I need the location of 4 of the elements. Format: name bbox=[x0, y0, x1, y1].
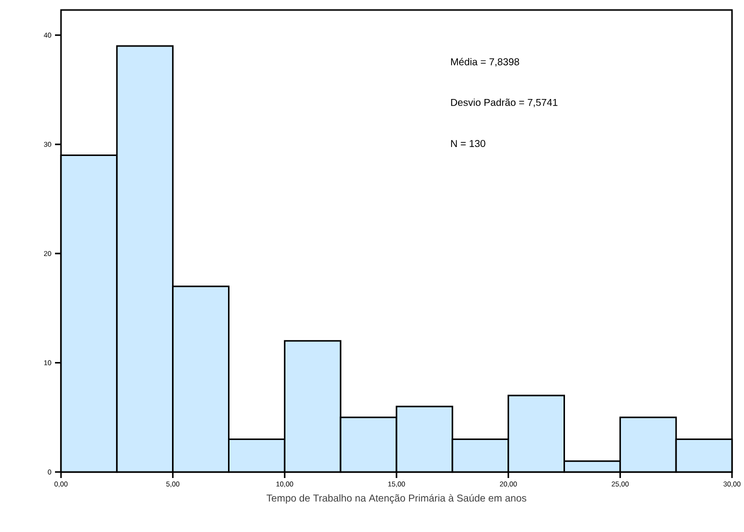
x-axis-title: Tempo de Trabalho na Atenção Primária à Saúde em anos bbox=[266, 494, 526, 504]
annotation: Desvio Padrão = 7,5741 bbox=[451, 98, 558, 108]
annotation: N = 130 bbox=[451, 140, 486, 148]
annotation: Média = 7,8398 bbox=[451, 58, 520, 67]
